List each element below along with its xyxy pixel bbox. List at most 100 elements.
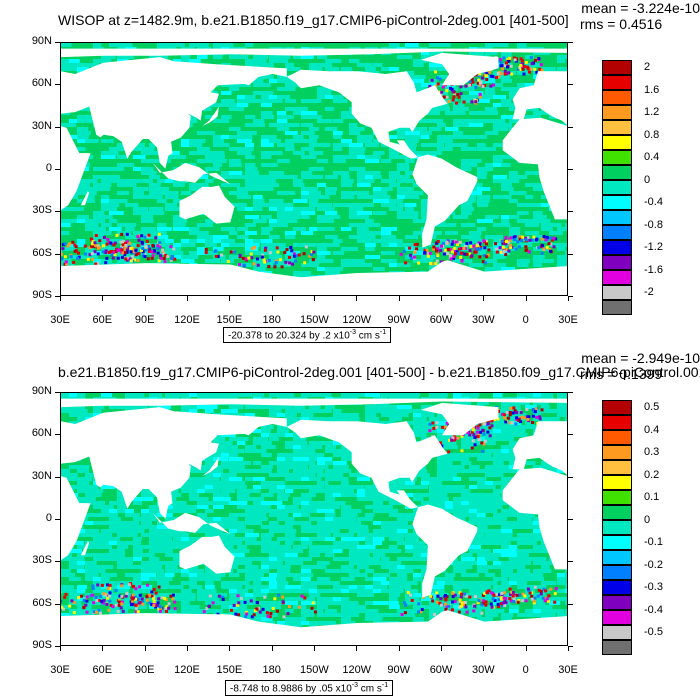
land-mask [286, 69, 448, 159]
land-mask [80, 191, 90, 206]
lat-tick-mark [568, 434, 573, 436]
lat-tick-label: 60N [31, 427, 52, 440]
lon-tick-label: 30E [50, 664, 70, 676]
colorbar-label: 0.2 [644, 468, 660, 481]
colorbar-label: 1.6 [644, 83, 660, 96]
land-mask [502, 117, 567, 220]
lat-tick-mark [55, 84, 60, 86]
land-mask [61, 610, 567, 645]
colorbar-label: -0.4 [644, 603, 663, 616]
rms-label: rms = 0.1399 [580, 366, 663, 382]
lon-tick-label: 150E [216, 664, 243, 676]
lon-tick-label: 60E [92, 314, 113, 326]
land-mask [61, 398, 567, 408]
land-mask [412, 154, 478, 248]
lon-tick-mark [60, 296, 61, 301]
colorbar-swatch [602, 580, 632, 595]
lat-tick-mark [568, 253, 573, 255]
lat-tick-label: 60S [32, 246, 52, 259]
colorbar-swatch [602, 415, 632, 430]
colorbar-swatch [602, 255, 632, 270]
colorbar-swatch [602, 535, 632, 550]
ocean-field-map [61, 393, 567, 645]
land-mask [420, 402, 499, 436]
lat-tick-mark [55, 561, 60, 563]
rms-label: rms = 0.4516 [580, 16, 663, 32]
map-plot-area [60, 42, 568, 296]
colorbar-swatch [602, 520, 632, 535]
colorbar-swatch [602, 180, 632, 195]
land-mask [420, 52, 499, 86]
lon-tick-mark [271, 296, 273, 301]
colorbar-label: 0 [644, 513, 651, 526]
colorbar-label: 0.4 [644, 423, 660, 436]
lon-tick-label: 90E [134, 314, 155, 326]
colorbar-label: -0.3 [644, 581, 663, 593]
lon-tick-label: 120E [174, 314, 200, 326]
colorbar-swatch [602, 445, 632, 460]
lon-tick-label: 90W [387, 314, 410, 326]
map-title: b.e21.B1850.f19_g17.CMIP6-piControl-2deg… [58, 364, 700, 380]
colorbar-label: -0.5 [644, 626, 663, 638]
lat-tick-label: 0 [45, 512, 52, 524]
lat-tick-label: 90S [32, 289, 52, 301]
contour-range-info: -20.378 to 20.324 by .2 x10-3 cm s-1 [223, 327, 392, 344]
colorbar-swatch [602, 505, 632, 520]
colorbar-swatch [602, 400, 632, 415]
lon-tick-label: 30E [558, 664, 578, 676]
lon-tick-label: 60E [92, 664, 113, 676]
lat-tick-mark [568, 646, 573, 647]
lat-tick-mark [568, 42, 573, 43]
colorbar-label: 0.3 [644, 446, 660, 458]
lon-tick-mark [356, 646, 358, 651]
land-mask [202, 456, 219, 477]
lon-tick-label: 0 [522, 314, 529, 326]
lon-tick-label: 30E [558, 314, 578, 326]
land-mask [512, 421, 567, 475]
land-mask [61, 407, 287, 519]
lon-tick-mark [314, 296, 315, 301]
lon-tick-label: 30E [50, 314, 70, 326]
top-map-panel: WISOP at z=1482.9m, b.e21.B1850.f19_g17.… [31, 0, 700, 344]
land-mask [80, 541, 90, 556]
lat-tick-mark [55, 646, 60, 647]
lon-tick-label: 150W [300, 664, 329, 676]
range-text: -8.748 to 8.9886 by .05 x10 [230, 683, 352, 695]
lat-tick-mark [568, 561, 573, 563]
lat-tick-label: 30N [31, 119, 52, 132]
land-mask [179, 185, 235, 224]
land-mask [286, 419, 448, 509]
lat-tick-mark [55, 434, 60, 436]
lat-tick-mark [568, 519, 573, 520]
lat-tick-mark [568, 169, 573, 170]
colorbar-label: 0.5 [644, 401, 660, 413]
colorbar-swatch [602, 90, 632, 105]
lon-tick-mark [144, 646, 146, 651]
colorbar-label: -0.8 [644, 218, 663, 231]
lon-tick-mark [483, 296, 485, 301]
lon-tick-mark [483, 646, 485, 651]
colorbar-swatch [602, 225, 632, 240]
colorbar-swatch [602, 285, 632, 300]
lat-tick-mark [568, 211, 573, 213]
lat-tick-mark [568, 603, 573, 605]
range-exponent: -3 [351, 682, 358, 689]
mean-label: mean = -3.224e-10 [581, 0, 700, 16]
range-unit-exponent: -1 [381, 682, 389, 689]
bottom-map-panel: b.e21.B1850.f19_g17.CMIP6-piControl-2deg… [0, 350, 700, 700]
lon-tick-label: 90W [387, 664, 410, 676]
lat-tick-label: 0 [45, 162, 52, 174]
lat-tick-label: 90N [31, 35, 52, 47]
lat-tick-label: 30S [32, 204, 52, 217]
colorbar-swatch [602, 165, 632, 180]
lat-tick-mark [55, 253, 60, 255]
land-mask [61, 48, 567, 58]
lon-tick-label: 180 [262, 314, 281, 326]
lon-tick-label: 120W [342, 664, 372, 676]
colorbar-label: 0 [644, 173, 651, 186]
colorbar-label: -1.6 [644, 263, 663, 276]
lon-tick-label: 120W [342, 314, 372, 326]
lat-tick-mark [55, 392, 60, 393]
lon-tick-label: 120E [174, 664, 200, 676]
colorbar-label: 0.1 [644, 491, 660, 503]
